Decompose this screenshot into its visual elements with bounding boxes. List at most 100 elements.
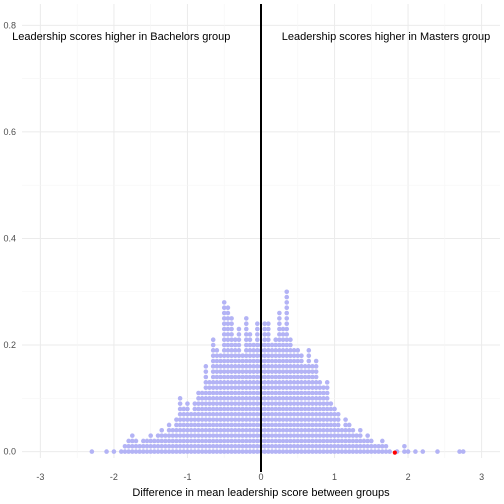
dot	[284, 380, 290, 385]
dot	[339, 449, 345, 454]
dot	[302, 390, 308, 396]
dot	[196, 438, 201, 444]
dot	[240, 353, 245, 358]
dot	[196, 443, 201, 449]
dot	[284, 401, 290, 406]
dot	[240, 380, 245, 385]
dot	[177, 422, 183, 428]
dot	[277, 433, 282, 438]
dot	[321, 401, 326, 406]
dot	[310, 390, 315, 396]
dot	[185, 401, 190, 406]
dot	[284, 342, 290, 348]
dot	[288, 412, 293, 417]
dot	[328, 449, 334, 454]
dot	[166, 443, 172, 449]
dot	[243, 449, 249, 454]
dot	[317, 433, 323, 438]
dot	[236, 433, 242, 438]
dot	[221, 396, 227, 401]
dot	[232, 342, 238, 348]
dot	[214, 433, 220, 438]
dot	[221, 406, 227, 412]
dot	[350, 438, 356, 444]
dot	[236, 443, 242, 449]
dot	[159, 449, 165, 454]
dot	[269, 449, 275, 454]
minor-gridlines	[22, 4, 500, 458]
dot	[284, 385, 290, 390]
dot	[328, 417, 334, 422]
dot	[299, 438, 304, 444]
dot	[269, 364, 275, 369]
x-axis-tick-labels: -3 -2 -1 0 1 2 3	[36, 472, 484, 482]
dot	[321, 443, 326, 449]
dot	[218, 427, 223, 433]
dot	[221, 364, 227, 369]
dot	[185, 449, 190, 454]
dot	[277, 316, 282, 321]
dot	[280, 422, 286, 428]
dot	[317, 412, 323, 417]
dot	[317, 390, 323, 396]
dot	[247, 396, 253, 401]
dot	[266, 358, 271, 364]
dot	[284, 310, 290, 316]
dot	[130, 443, 135, 449]
dot	[192, 422, 198, 428]
dot	[229, 369, 234, 374]
dot	[240, 438, 245, 444]
dot	[273, 380, 279, 385]
dot	[232, 353, 238, 358]
dot	[192, 449, 198, 454]
dot	[380, 449, 385, 454]
dot	[243, 396, 249, 401]
dot	[266, 337, 271, 343]
dot	[365, 449, 370, 454]
dot	[291, 364, 297, 369]
dot	[185, 433, 190, 438]
dot	[232, 358, 238, 364]
dot	[188, 417, 194, 422]
dot	[214, 406, 220, 412]
dot	[277, 321, 282, 327]
dot	[277, 332, 282, 337]
dot	[321, 433, 326, 438]
dot	[221, 358, 227, 364]
dot	[232, 369, 238, 374]
dot	[262, 443, 267, 449]
dot	[247, 401, 253, 406]
dot	[284, 364, 290, 369]
dot	[196, 449, 201, 454]
dot	[225, 369, 231, 374]
dot	[321, 385, 326, 390]
dot	[266, 369, 271, 374]
dot	[280, 369, 286, 374]
dot	[295, 385, 301, 390]
dot	[203, 412, 209, 417]
dot	[255, 337, 260, 343]
dot	[280, 342, 286, 348]
dot	[280, 337, 286, 343]
dot	[321, 449, 326, 454]
dot	[284, 374, 290, 380]
dot	[273, 438, 279, 444]
dot	[221, 449, 227, 454]
dot	[185, 406, 190, 412]
dot	[177, 438, 183, 444]
dot	[302, 412, 308, 417]
dot	[273, 348, 279, 353]
dot	[280, 401, 286, 406]
dot	[126, 449, 131, 454]
dot	[240, 369, 245, 374]
dot	[229, 332, 234, 337]
dot	[251, 427, 256, 433]
dot	[361, 449, 367, 454]
dot	[229, 427, 234, 433]
dot	[243, 358, 249, 364]
dot	[221, 353, 227, 358]
dot	[313, 390, 319, 396]
dot	[273, 417, 279, 422]
dot	[273, 353, 279, 358]
